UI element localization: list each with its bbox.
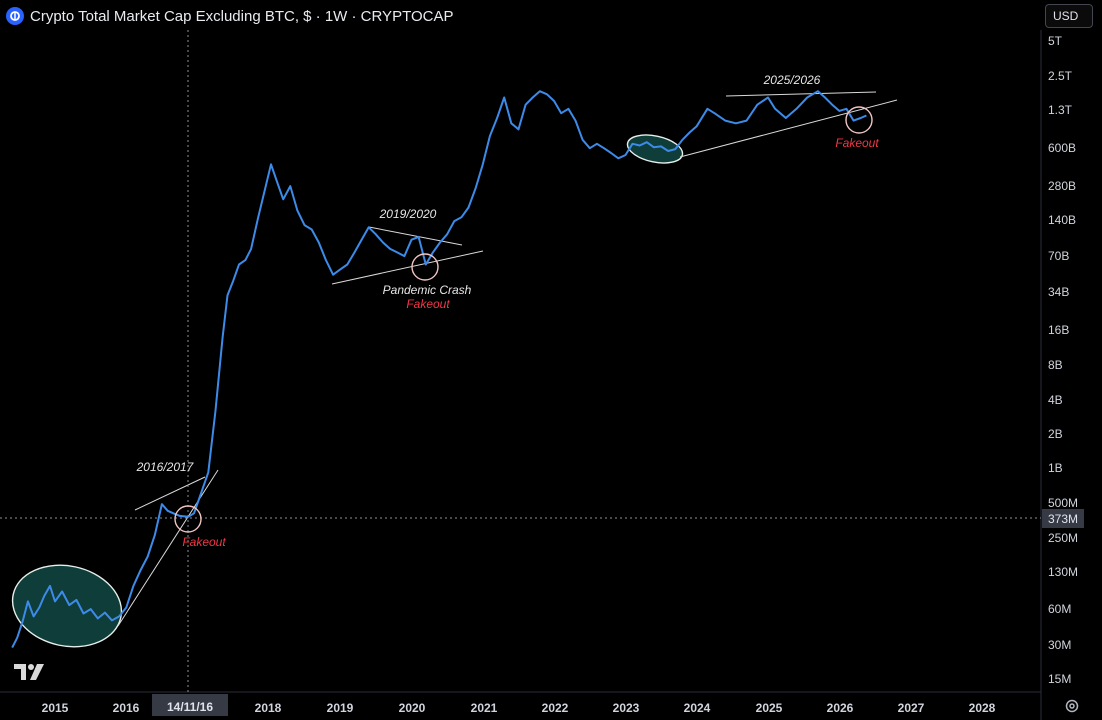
trendline-2016-lower [117, 469, 219, 627]
annotation-2016-2017: 2016/2017 [136, 460, 195, 474]
y-tick-500M: 500M [1048, 496, 1078, 510]
tradingview-logo-icon [12, 662, 46, 682]
y-tick-600B: 600B [1048, 141, 1076, 155]
x-tick-2019: 2019 [327, 701, 354, 715]
crosshair-x-label: 14/11/16 [167, 700, 213, 714]
annotation-2025-2026: 2025/2026 [763, 73, 821, 87]
x-tick-2025: 2025 [756, 701, 783, 715]
y-tick-8B: 8B [1048, 358, 1063, 372]
y-tick-16B: 16B [1048, 323, 1069, 337]
chart-header: Crypto Total Market Cap Excluding BTC, $… [6, 4, 453, 28]
y-tick-2.5T: 2.5T [1048, 69, 1073, 83]
y-tick-280B: 280B [1048, 179, 1076, 193]
x-tick-2020: 2020 [399, 701, 426, 715]
x-tick-2027: 2027 [898, 701, 925, 715]
x-tick-2016: 2016 [113, 701, 140, 715]
x-tick-2023: 2023 [613, 701, 640, 715]
y-tick-2B: 2B [1048, 427, 1063, 441]
x-tick-2026: 2026 [827, 701, 854, 715]
annotation-2019-2020: 2019/2020 [379, 207, 437, 221]
x-tick-2015: 2015 [42, 701, 69, 715]
fakeout-circle-2026 [845, 106, 873, 134]
settings-gear-icon[interactable] [1064, 698, 1080, 714]
y-tick-140B: 140B [1048, 213, 1076, 227]
y-tick-70B: 70B [1048, 249, 1069, 263]
y-tick-1B: 1B [1048, 461, 1063, 475]
trendline-2019-upper [368, 226, 463, 246]
x-tick-2018: 2018 [255, 701, 282, 715]
crosshair-y-box [1042, 509, 1084, 528]
y-tick-60M: 60M [1048, 602, 1071, 616]
accumulation-ellipse-2023 [626, 134, 684, 164]
y-axis-panel [1042, 30, 1102, 720]
trendline-2025-upper [725, 91, 877, 97]
crosshair-y-label: 373M [1048, 512, 1078, 526]
trendline-2024-lower [679, 99, 898, 158]
y-tick-15M: 15M [1048, 672, 1071, 686]
fakeout-circle-2020 [411, 253, 439, 281]
y-tick-250M: 250M [1048, 531, 1078, 545]
y-tick-130M: 130M [1048, 565, 1078, 579]
annotation-fakeout-2020: Fakeout [406, 297, 450, 311]
currency-label: USD [1053, 9, 1079, 23]
annotation-fakeout-2026: Fakeout [835, 136, 879, 150]
y-tick-1.3T: 1.3T [1048, 103, 1073, 117]
annotation-pandemic-crash: Pandemic Crash [383, 283, 472, 297]
coin-logo-icon[interactable] [6, 7, 24, 25]
currency-selector[interactable]: USD [1045, 4, 1093, 28]
trendline-2016-upper [134, 476, 206, 511]
x-tick-2024: 2024 [684, 701, 711, 715]
x-tick-2021: 2021 [471, 701, 498, 715]
x-tick-2028: 2028 [969, 701, 996, 715]
annotation-fakeout-2016: Fakeout [182, 535, 226, 549]
y-tick-5T: 5T [1048, 34, 1063, 48]
crosshair-x-box [152, 694, 228, 716]
y-tick-34B: 34B [1048, 285, 1069, 299]
series-line-0 [11, 90, 867, 649]
y-tick-4B: 4B [1048, 393, 1063, 407]
y-tick-30M: 30M [1048, 638, 1071, 652]
chart-title: Crypto Total Market Cap Excluding BTC, $… [30, 7, 454, 25]
fakeout-circle-2016 [174, 505, 202, 533]
trendline-2019-lower [331, 250, 484, 285]
x-tick-2022: 2022 [542, 701, 569, 715]
accumulation-ellipse-2015 [11, 564, 123, 648]
